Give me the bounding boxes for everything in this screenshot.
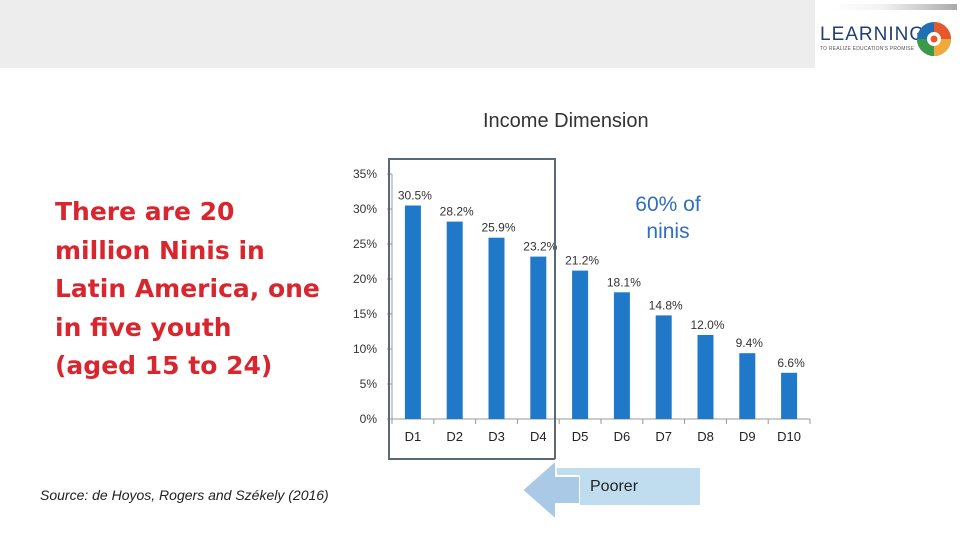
value-label: 30.5% [398,189,432,203]
value-label: 23.2% [523,240,557,254]
learning-logo: LEARNING TO REALIZE EDUCATION'S PROMISE [815,0,960,68]
x-tick-label: D9 [739,429,756,444]
left-arrow-icon [520,458,580,522]
value-label: 21.2% [565,254,599,268]
bar-d6 [613,292,630,419]
x-tick-label: D3 [488,429,505,444]
x-tick-label: D8 [697,429,714,444]
bar-d5 [572,270,589,419]
poorer-label: Poorer [590,478,639,495]
x-tick-label: D7 [655,429,672,444]
y-tick-label: 30% [353,202,377,216]
bars: 30.5% 28.2% 25.9% 23.2% 21.2% 18.1% 14.8% 12.0%… [398,189,805,419]
x-axis: D1 D2 D3 D4 D5 D6 D7 D8 D9 D10 [391,418,811,444]
y-tick-label: 20% [353,272,377,286]
globe-logo-icon [917,22,951,56]
bar-d2 [446,221,463,419]
x-tick-label: D5 [572,429,589,444]
y-tick-label: 35% [353,167,377,181]
bar-d4 [530,256,547,419]
x-tick-label: D2 [446,429,463,444]
value-label: 12.0% [690,318,724,332]
value-label: 6.6% [777,356,805,370]
value-label: 9.4% [736,336,764,350]
x-tick-label: D4 [530,429,547,444]
bar-d10 [781,372,798,419]
value-label: 28.2% [440,205,474,219]
source-note: Source: de Hoyos, Rogers and Székely (20… [40,487,329,503]
x-tick-label: D6 [614,429,631,444]
logo-header-strip [833,4,957,10]
headline-statement: There are 20 million Ninis in Latin Amer… [55,197,320,380]
x-tick-label: D10 [777,429,801,444]
chart-title: Income Dimension [483,110,649,132]
poorest-deciles-highlight-box [388,158,556,460]
value-label: 25.9% [481,221,515,235]
y-tick-label: 15% [353,307,377,321]
y-tick-label: 25% [353,237,377,251]
x-tick-label: D1 [405,429,422,444]
bar-d9 [739,353,756,419]
ninis-annotation: 60% of ninis [635,193,701,243]
top-banner: LEARNING TO REALIZE EDUCATION'S PROMISE [0,0,960,68]
y-tick-label: 10% [353,342,377,356]
bar-d1 [404,205,421,419]
y-tick-label: 5% [360,377,378,391]
bar-d7 [655,315,672,419]
logo-wordmark: LEARNING [820,24,926,45]
logo-tagline: TO REALIZE EDUCATION'S PROMISE [820,46,915,52]
y-tick-label: 0% [360,412,378,426]
value-label: 18.1% [607,275,641,289]
bar-d3 [488,237,505,419]
bar-d8 [697,335,714,419]
value-label: 14.8% [649,298,683,312]
y-axis: 0% 5% 10% 15% 20% 25% 30% 35% [353,167,393,426]
